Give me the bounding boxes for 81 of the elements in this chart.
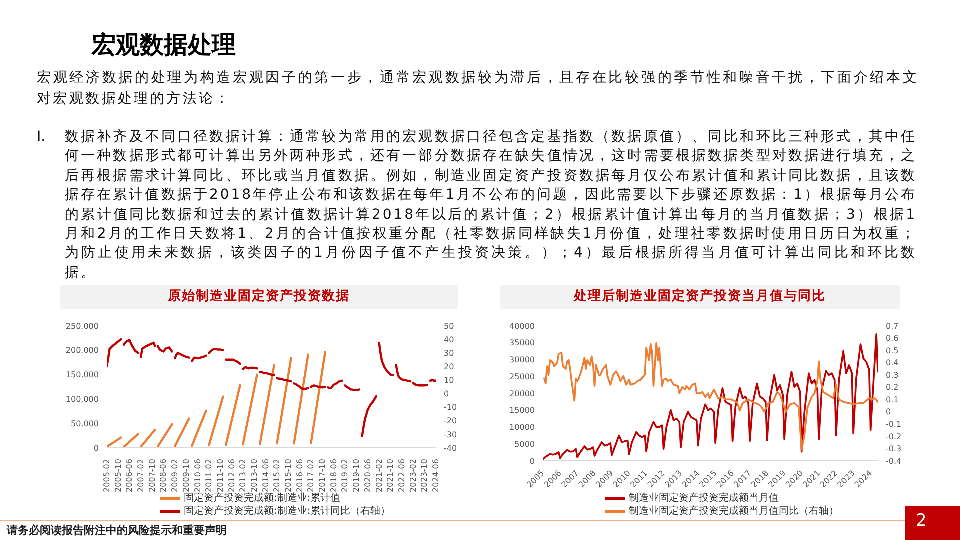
x-tick-label: 2015-02 [272, 459, 282, 492]
y2-tick-label: 0.4 [886, 358, 899, 368]
y-tick-label: 10000 [510, 423, 535, 432]
x-tick-label: 2021-10 [386, 459, 396, 492]
legend-label: 制造业固定资产投资完成额当月值同比（右轴） [629, 505, 839, 518]
legend-label: 固定资产投资完成额:制造业:累计值 [184, 492, 341, 505]
x-tick-label: 2024-06 [432, 459, 440, 492]
x-tick-label: 2014-06 [261, 459, 270, 492]
y-tick-label: 100,000 [66, 395, 99, 404]
text: 请务必阅读报告附注中的风险提示和重要声明 [7, 524, 227, 538]
y-tick-label: 0 [530, 456, 535, 466]
y2-tick-label: -0.3 [886, 444, 902, 454]
x-tick-label: 2013-02 [238, 459, 248, 492]
y2-tick-label: 20 [444, 362, 454, 372]
x-tick-label: 2011-10 [216, 459, 225, 492]
y2-tick-label: -10 [444, 403, 458, 412]
y2-tick-label: 0 [444, 390, 450, 399]
y2-tick-label: -0.1 [886, 420, 902, 430]
x-tick-label: 2010-06 [193, 459, 202, 492]
x-tick-label: 2011-02 [204, 459, 214, 492]
y-tick-label: 40000 [510, 322, 535, 331]
x-tick-label: 2016-06 [295, 459, 304, 492]
x-tick-label: 2017-02 [306, 459, 316, 492]
x-tick-label: 2005-02 [102, 459, 112, 492]
x-tick-label: 2017-10 [318, 459, 328, 492]
x-tick-label: 2009-02 [170, 459, 180, 492]
x-tick-label: 2007-02 [136, 459, 146, 492]
title-banner: 原始制造业固定资产投资数据 [60, 285, 458, 309]
y-tick-label: 25000 [510, 372, 535, 382]
x-tick-label: 2021-02 [374, 459, 384, 492]
y2-tick-label: 50 [444, 322, 454, 331]
chart-title: 原始制造业固定资产投资数据 [168, 289, 350, 305]
y2-tick-label: -30 [444, 430, 458, 440]
text: 宏观经济数据的处理为构造宏观因子的第一步，通常宏观数据较为滞后，且存在比较强的季节性和噪音干扰，下面介绍本文对宏观数据处理的方法论： [37, 69, 919, 108]
x-tick-label: 2019-02 [340, 459, 350, 492]
y2-tick-label: 0.3 [886, 370, 899, 380]
y-tick-label: 200,000 [66, 346, 99, 356]
y2-tick-label: -0.4 [886, 456, 902, 466]
y2-tick-label: 0.2 [886, 383, 899, 392]
title-banner: 处理后制造业固定资产投资当月值与同比 [500, 285, 900, 309]
text: I. [37, 128, 46, 147]
y-tick-label: 0 [94, 444, 99, 453]
chart-title: 处理后制造业固定资产投资当月值与同比 [574, 289, 826, 305]
y-tick-label: 30000 [510, 356, 535, 365]
x-tick-label: 2009-10 [182, 459, 191, 492]
y2-tick-label: 30 [444, 348, 454, 358]
x-tick-label: 2020-06 [363, 459, 372, 492]
y2-tick-label: -40 [444, 444, 458, 453]
y2-tick-label: -0.2 [886, 432, 902, 442]
x-tick-label: 2007-10 [148, 459, 157, 492]
x-tick-label: 2013-10 [250, 459, 259, 492]
x-tick-label: 2018-06 [329, 459, 338, 492]
y-tick-label: 15000 [510, 406, 535, 416]
x-tick-label: 2023-02 [408, 459, 418, 492]
legend-label: 固定资产投资完成额:制造业:累计同比（右轴） [184, 505, 391, 518]
legend-label: 制造业固定资产投资完成额当月值 [629, 492, 779, 505]
y2-tick-label: 0 [886, 408, 892, 417]
y-tick-label: 35000 [510, 338, 535, 348]
x-tick-label: 2006-06 [125, 459, 134, 492]
text: 数据补齐及不同口径数据计算：通常较为常用的宏观数据口径包含定基指数（数据原值）、同比和环比三种形式，其中任何一种数据形式都可计算出另外两种形式，还有一部分数据存在缺失值情况，这时需要根据数据类型对数据进行填充，之后再根据需求计算同比、环比或当月值数据。例如，制造业固定资产投资数据每月仅公布累计值和累计同比数据，且该数据存在累计值数据于2018年停止公布和该数据在每年1月不公布的问题，因此需要以下步骤还原数据：1）根据每月公布的累计值同比数据和过去的累计值数据计算2018年以后的累计值；2）根据累计值计算出每月的当月值数据；3）根据1月和2月的工作日天数将1、2月的合计值按权重分配（社零数据同样缺失1月份值，处理社零数据时使用日历日为权重；为防止使用未来数据，该类因子的1月份因子值不产生投资决策。）；4）最后根据所得当月值可计算出同比和环比数据。 [65, 128, 917, 283]
x-tick-label: 2022-06 [397, 459, 406, 492]
y-tick-label: 20000 [510, 389, 535, 398]
x-tick-label: 2019-10 [352, 459, 362, 492]
y-tick-label: 150,000 [66, 370, 99, 380]
y-tick-label: 50,000 [71, 419, 99, 428]
y-tick-label: 5000 [514, 440, 535, 449]
y2-tick-label: 0.7 [886, 322, 899, 331]
y2-tick-label: 10 [444, 376, 454, 386]
y2-tick-label: -20 [444, 416, 458, 426]
x-tick-label: 2015-10 [284, 459, 294, 492]
x-tick-label: 2008-06 [159, 459, 168, 492]
y2-tick-label: 40 [444, 335, 454, 344]
x-tick-label: 2023-10 [420, 459, 430, 492]
text: 宏观数据处理 [92, 31, 236, 59]
y-tick-label: 250,000 [66, 322, 99, 331]
y2-tick-label: 0.1 [886, 395, 899, 404]
text: 2 [916, 510, 927, 533]
x-tick-label: 2012-06 [227, 459, 236, 492]
x-tick-label: 2005-10 [114, 459, 123, 492]
y2-tick-label: 0.6 [886, 334, 899, 344]
y2-tick-label: 0.5 [886, 346, 899, 356]
